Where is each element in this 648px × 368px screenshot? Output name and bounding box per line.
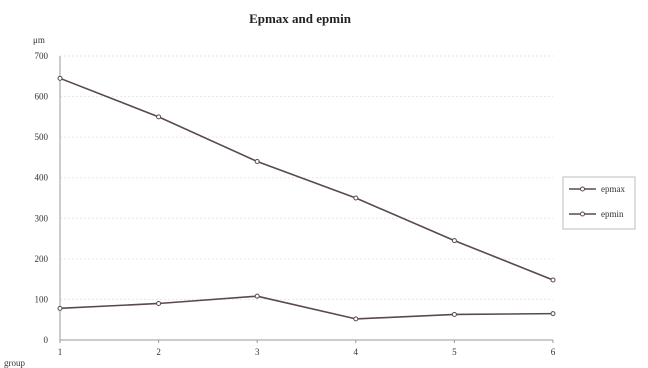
grid-lines [60,55,553,300]
x-tick-label: 5 [452,347,457,357]
y-axis-unit-label: μm [33,35,45,45]
y-tick-label: 700 [35,51,49,61]
series-line-epmin [59,295,554,320]
legend: epmax epmin [562,176,636,230]
x-tick-labels: 1 2 3 4 5 6 [58,347,556,357]
x-tick-label: 6 [551,347,556,357]
data-point-epmax [57,75,63,81]
x-tick-label: 3 [255,347,260,357]
series-epmax [57,75,556,283]
y-tick-label: 400 [35,173,49,183]
data-point-epmax [550,277,556,283]
legend-box [562,176,636,230]
data-point-epmax [254,158,260,164]
x-tick-label: 2 [156,347,161,357]
legend-label-epmax: epmax [601,184,625,194]
data-point-epmin [353,316,359,322]
x-tick-label: 1 [58,347,63,357]
data-point-epmax [156,114,162,120]
series-line-epmax [59,77,554,281]
y-tick-label: 100 [35,294,49,304]
legend-label-epmin: epmin [601,209,624,219]
y-tick-label: 200 [35,254,49,264]
legend-marker-epmax [580,186,585,192]
y-tick-label: 500 [35,132,49,142]
data-point-epmin [254,293,260,299]
data-point-epmin [57,305,63,311]
data-point-epmax [451,238,457,244]
data-point-epmax [353,195,359,201]
y-tick-labels: 0 100 200 300 400 500 600 700 [35,51,49,345]
series-epmin [57,293,556,322]
data-point-epmin [451,311,457,317]
series-lines [57,75,556,322]
x-axis-label: group [4,358,25,368]
y-tick-label: 0 [44,335,49,345]
y-tick-label: 300 [35,213,49,223]
y-tick-label: 600 [35,92,49,102]
data-point-epmin [550,311,556,317]
chart-title: Epmax and epmin [249,11,352,26]
legend-marker-epmin [580,211,585,217]
x-tick-label: 4 [354,347,359,357]
data-point-epmin [156,300,162,306]
axes [59,56,554,343]
